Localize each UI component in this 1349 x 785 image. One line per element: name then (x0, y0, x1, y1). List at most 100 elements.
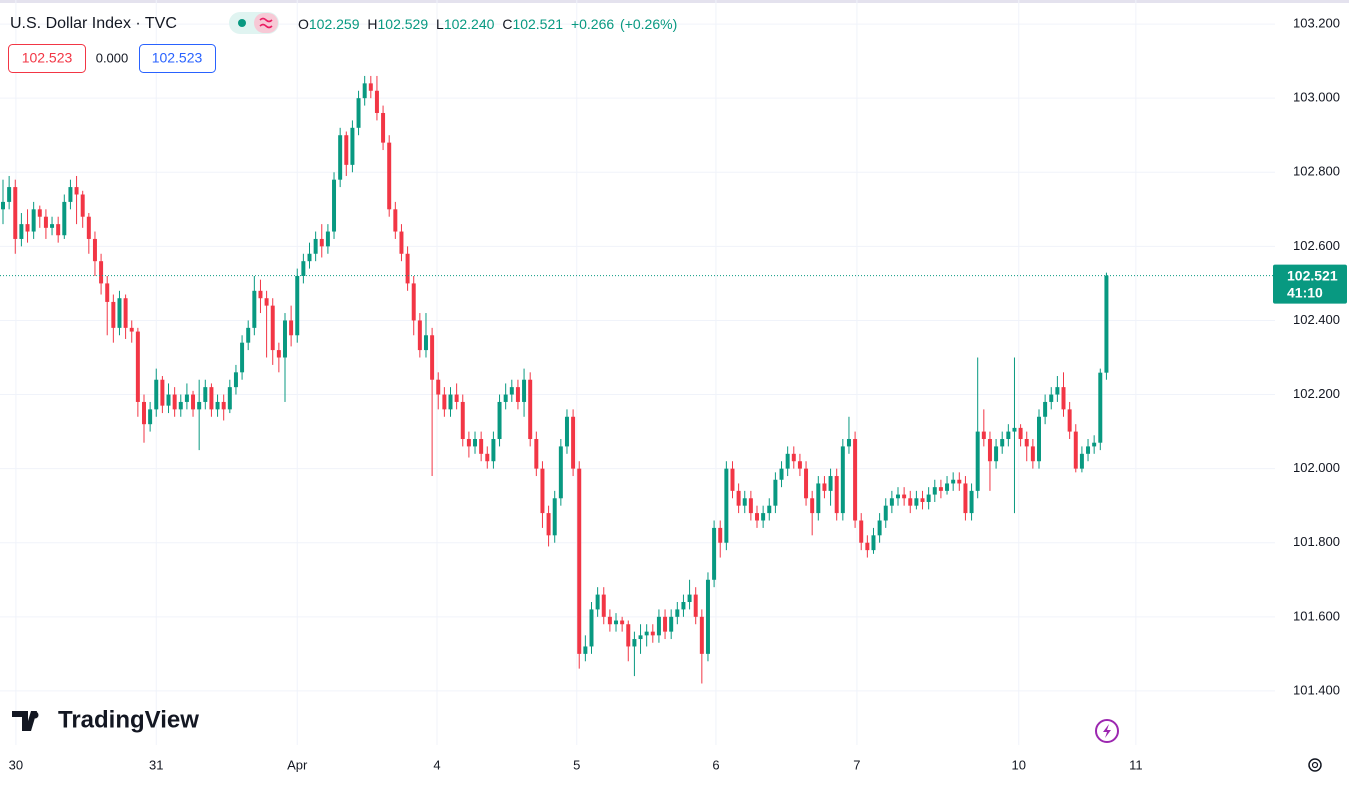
ohlc-value: 102.240 (444, 16, 495, 32)
candle-body (313, 238, 318, 254)
candle-body (705, 579, 710, 654)
candle-body (601, 594, 606, 617)
candle-body (215, 401, 220, 410)
countdown-label: 41:10 (1287, 284, 1323, 300)
ohlc-label: O (298, 16, 309, 32)
candle-body (896, 494, 900, 499)
candle-body (509, 387, 514, 395)
candle-body (755, 513, 759, 521)
candle-body (37, 209, 42, 217)
logo-mark (12, 711, 37, 731)
candle-body (994, 446, 999, 462)
x-tick-label: 7 (853, 757, 860, 772)
candle-body (417, 320, 422, 351)
candle-body (80, 194, 85, 217)
candle-body (859, 520, 864, 543)
market-open-dot (238, 19, 246, 27)
x-tick-label: 4 (433, 757, 440, 772)
candle-body (473, 438, 478, 447)
candle-body (209, 387, 214, 410)
ohlc-label: H (367, 16, 377, 32)
candle-body (497, 401, 502, 439)
delay-badge (254, 13, 278, 33)
buy-box[interactable] (139, 44, 216, 73)
candle-body (620, 620, 625, 625)
candle-body (295, 275, 300, 336)
y-tick-label: 101.800 (1293, 534, 1340, 549)
candle-body (981, 431, 986, 439)
candle-body (423, 335, 428, 351)
sell-box[interactable] (8, 44, 86, 73)
candle-body (1012, 427, 1017, 432)
candle-body (515, 387, 520, 402)
candle-body (1086, 446, 1091, 454)
candle-body (246, 327, 251, 343)
candle-body (546, 513, 551, 536)
candle-body (307, 253, 312, 262)
candle-body (871, 535, 876, 551)
candle-body (350, 127, 355, 165)
sell-price[interactable]: 102.523 (22, 50, 73, 66)
settings-icon[interactable] (1308, 758, 1322, 772)
candle-body (368, 83, 373, 91)
candle-body (938, 487, 943, 491)
candle-body (1092, 442, 1097, 447)
candle-body (589, 609, 594, 647)
candle-body (160, 379, 165, 406)
candle-body (399, 231, 404, 254)
candle-body (920, 498, 925, 502)
candle-body (865, 542, 870, 551)
buy-price[interactable]: 102.523 (152, 50, 203, 66)
candle-body (614, 620, 619, 625)
candle-body (448, 394, 453, 410)
candle-body (233, 372, 238, 388)
candle-body (951, 479, 956, 484)
news-icon[interactable] (1095, 719, 1119, 743)
candle-body (1000, 438, 1005, 447)
candle-body (203, 387, 208, 402)
candle-body (816, 483, 821, 514)
candle-body (436, 379, 441, 395)
candle-body (669, 616, 674, 632)
candle-body (178, 401, 183, 410)
news-bolt (1103, 724, 1111, 738)
candle-body (675, 609, 680, 617)
candle-body (552, 498, 557, 536)
candle-body (148, 409, 153, 425)
candle-body (730, 468, 735, 491)
candle-body (1043, 401, 1048, 417)
x-tick-label: 31 (149, 757, 163, 772)
candle-body (166, 394, 171, 406)
candle-body (1, 201, 5, 210)
candle-body (387, 142, 392, 210)
candle-body (577, 468, 582, 654)
candle-body (736, 490, 741, 506)
candle-body (356, 98, 361, 128)
candle-body (742, 498, 747, 506)
logo-text: TradingView (58, 706, 199, 733)
candle-body (362, 83, 367, 99)
candle-body (276, 350, 281, 358)
candle-body (902, 494, 907, 499)
candle-body (491, 438, 496, 462)
candle-body (975, 431, 980, 491)
candle-body (503, 394, 508, 402)
candle-body (31, 209, 36, 232)
y-tick-label: 102.000 (1293, 460, 1340, 475)
grid (0, 0, 1275, 745)
candle-body (969, 490, 974, 514)
candle-body (25, 224, 30, 232)
y-tick-label: 102.400 (1293, 312, 1340, 327)
ohlc-legend: O102.259 H102.529 L102.240 C102.521 +0.2… (298, 16, 677, 32)
candle-body (325, 231, 330, 247)
candle-body (963, 483, 968, 514)
candle-body (926, 494, 931, 502)
symbol-title: U.S. Dollar Index · TVC (10, 15, 177, 32)
candle-body (221, 401, 226, 410)
candle-body (1098, 372, 1103, 443)
candle-body (442, 394, 447, 410)
candle-body (883, 505, 888, 521)
candle-body (810, 498, 815, 514)
candle-body (564, 416, 569, 447)
candle-body (129, 327, 134, 332)
